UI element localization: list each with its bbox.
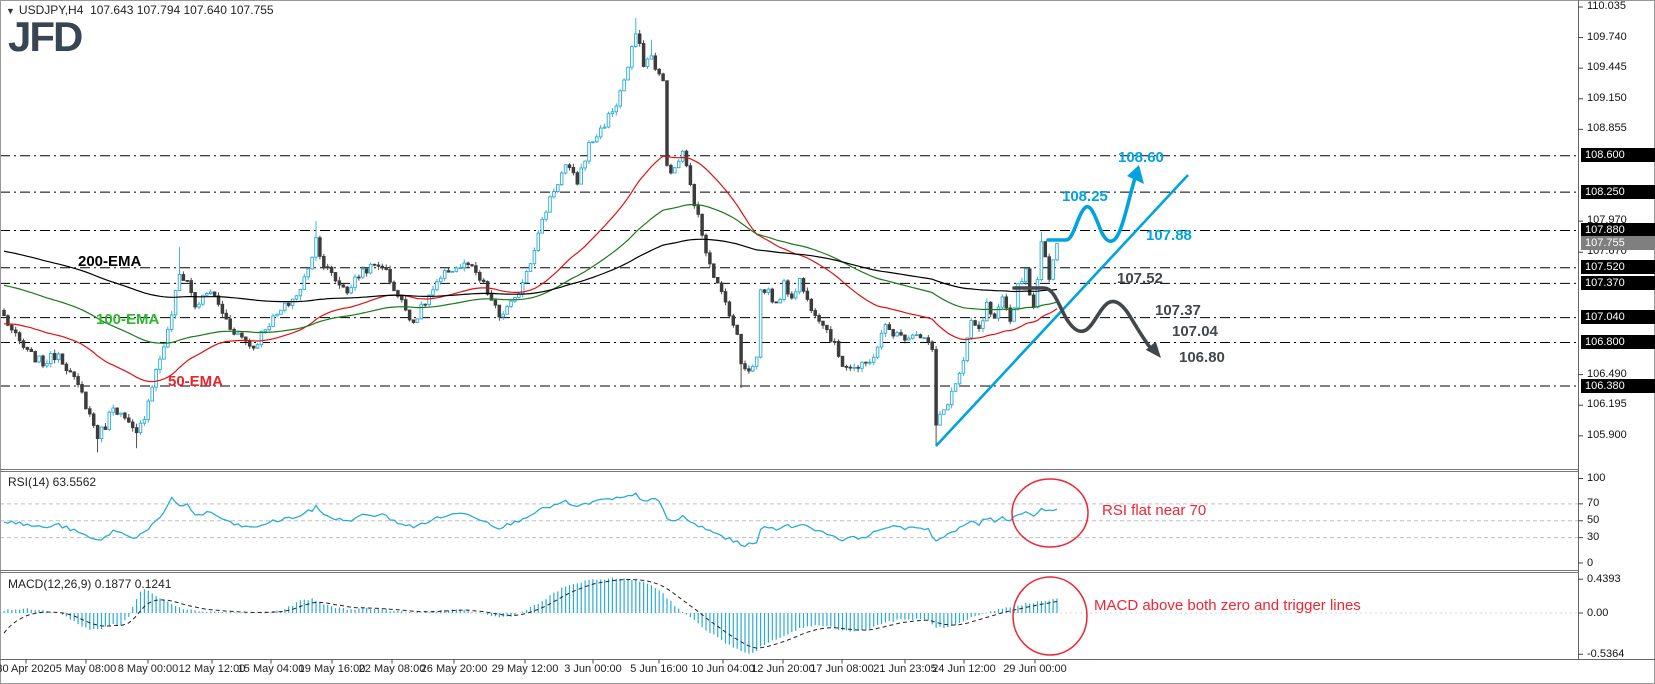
ema-200-label: 200-EMA (78, 253, 142, 270)
alt-level-1: 107.52 (1117, 270, 1163, 287)
symbol-ohlc-line: ▼ USDJPY,H4 107.643 107.794 107.640 107.7… (6, 3, 274, 17)
symbol-period: USDJPY,H4 (18, 3, 84, 17)
rsi-panel-label: RSI(14) 63.5562 (8, 475, 97, 489)
target-price-mid: 108.25 (1062, 188, 1108, 205)
rsi-annotation-note: RSI flat near 70 (1102, 502, 1207, 519)
target-price-upper: 108.60 (1118, 149, 1164, 166)
ohlc-values: 107.643 107.794 107.640 107.755 (90, 3, 274, 17)
alt-level-3: 107.04 (1172, 323, 1218, 340)
jfd-logo: JFD (8, 13, 83, 60)
ema-50-label: 50-EMA (168, 373, 224, 390)
chevron-down-icon[interactable]: ▼ (6, 6, 15, 16)
target-price-support: 107.88 (1146, 227, 1192, 244)
macd-panel-label: MACD(12,26,9) 0.1877 0.1241 (8, 577, 172, 591)
macd-annotation-note: MACD above both zero and trigger lines (1094, 597, 1361, 614)
ema-100-label: 100-EMA (96, 311, 160, 328)
alt-level-4: 106.80 (1179, 349, 1225, 366)
alt-level-2: 107.37 (1155, 302, 1201, 319)
